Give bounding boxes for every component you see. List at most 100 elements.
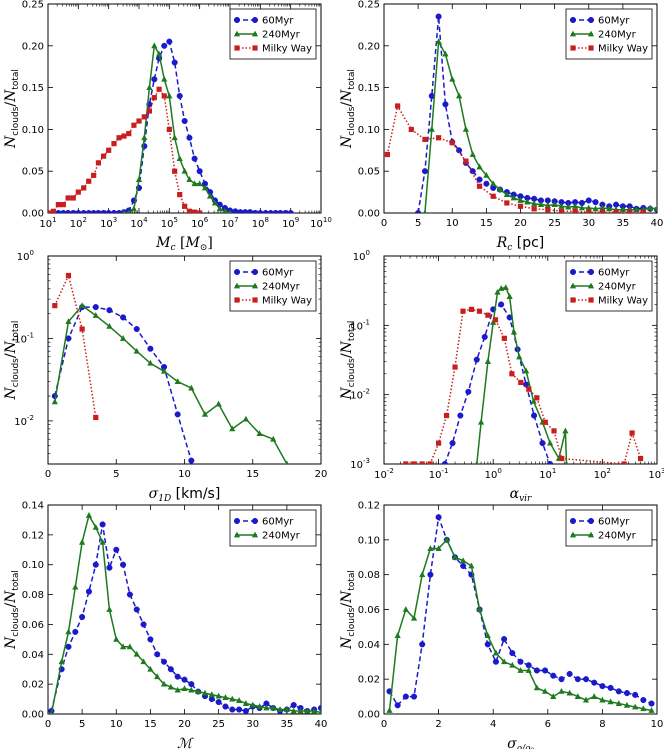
data-point [410,614,418,621]
data-point [140,621,147,628]
data-point [81,185,87,191]
y-tick-label: 10-2 [14,414,34,428]
data-point [582,696,590,703]
data-point [290,701,297,709]
data-point [242,707,249,714]
data-point [133,606,140,613]
data-point [131,122,137,128]
data-point [415,209,422,213]
data-point [477,418,485,425]
data-point [252,209,259,213]
data-point [462,126,469,132]
data-point [485,312,491,318]
x-tick-label: 10 [446,218,459,229]
x-tick-label: 108 [252,216,269,230]
data-point [167,666,174,673]
series-layer [48,38,294,213]
data-point [427,461,433,464]
data-point [242,700,250,706]
x-tick-label: 105 [161,216,178,230]
data-point [530,397,537,404]
data-point [517,667,524,673]
legend: 60Myr 240Myr Milky Way [229,260,317,312]
data-point [386,707,393,713]
data-point [85,512,93,518]
data-point [79,326,85,332]
data-point [460,308,466,314]
data-point [188,681,195,688]
y-tick-label: 0.02 [358,675,380,686]
data-point [161,93,167,99]
data-point [569,531,577,538]
data-point [421,168,429,175]
y-tick-label: 0.08 [358,570,380,581]
y-axis-label: Nclouds/Ntotal [3,69,21,149]
data-point [140,658,147,665]
data-point [160,367,168,374]
x-tick-label: 20 [315,469,328,480]
data-point [435,38,442,45]
legend-box [565,509,653,547]
data-point [451,553,459,560]
data-point [247,209,254,213]
chart-panel-1: 101 102 103 104 105 106 107 108 109 1010 0.00 0.05 0… [3,0,332,253]
y-tick-label: 0.04 [22,650,44,661]
y-tick-label: 0.00 [358,209,380,220]
data-point [201,184,209,191]
data-point [65,195,71,201]
x-axis-label: σρ/ρ₀ [507,736,534,749]
x-tick-label: 0 [381,218,387,229]
x-tick-label: 4 [490,719,496,730]
data-point [181,676,188,683]
chart-panel-2: 0 5 10 15 20 25 30 35 40 0.00 0.05 0.10 0.15 0.20 0.25… [339,0,663,253]
data-point [569,30,577,37]
data-point [476,176,483,183]
data-point [161,75,168,82]
data-point [75,209,82,213]
data-point [171,59,178,66]
data-point [637,455,644,462]
data-point [55,202,61,208]
data-point [72,583,79,590]
data-point [501,658,508,665]
data-point [154,673,161,680]
data-point [435,545,442,551]
y-tick-label: 0.10 [358,535,380,546]
data-point [154,651,161,658]
data-point [191,209,198,213]
x-tick-label: 102 [594,467,611,481]
data-point [48,210,51,213]
data-point [287,209,294,213]
data-point [504,200,510,206]
data-point [443,412,450,419]
data-point [394,702,401,709]
data-point [133,326,140,333]
legend-label: 60Myr [598,268,630,279]
data-point [304,707,311,714]
data-point [547,460,554,464]
data-point [99,521,106,528]
legend-label: 240Myr [598,30,637,41]
data-point [427,545,434,551]
data-point [126,209,131,213]
data-point [233,16,241,24]
y-tick-label: 0.25 [358,0,380,11]
data-point [468,306,475,312]
data-point [469,151,476,157]
x-tick-label: 101 [539,467,556,481]
x-tick-label: 0 [45,719,51,730]
data-point [559,455,565,462]
data-point [251,30,259,37]
data-point [79,302,86,309]
data-point [86,178,92,184]
legend: 60Myr 240Myr Milky Way [565,260,653,312]
data-point [171,134,178,141]
data-point [257,209,264,213]
data-point [574,676,581,683]
legend: 60Myr 240Myr Milky Way [565,8,653,60]
data-point [229,695,236,702]
data-point [569,282,577,289]
data-point [395,103,401,109]
data-point [537,201,545,208]
